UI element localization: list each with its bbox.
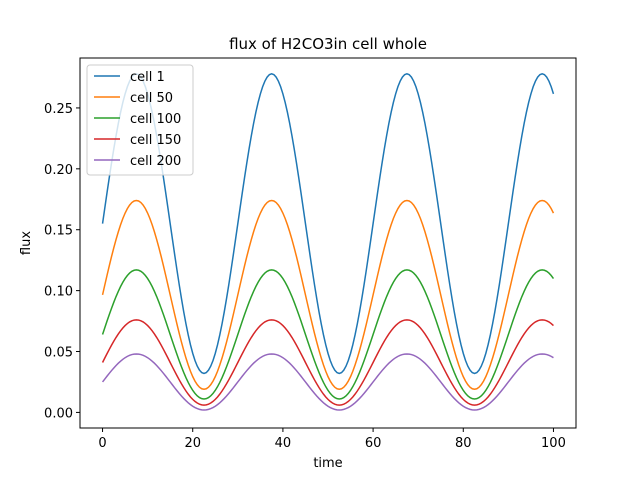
y-tick-label: 0.05 [44, 346, 73, 361]
series-line-1 [101, 73, 555, 375]
legend-label-4: cell 150 [130, 133, 181, 148]
y-tick-label: 0.25 [44, 102, 73, 117]
series-line-3 [101, 269, 555, 400]
x-tick-label: 0 [98, 436, 106, 451]
x-axis: 0 20 40 60 80 100 [98, 428, 566, 451]
legend-box [86, 64, 194, 176]
x-tick-label: 80 [455, 436, 472, 451]
x-axis-title: time [313, 456, 342, 471]
legend-label-2: cell 50 [130, 91, 173, 106]
y-tick-label: 0.10 [44, 285, 73, 300]
y-tick-label: 0.15 [44, 224, 73, 239]
series-line-4 [101, 319, 554, 406]
series-layer [101, 73, 555, 411]
chart-title: flux of H2CO3in cell whole [229, 35, 427, 53]
legend-label-1: cell 1 [130, 70, 165, 85]
y-axis-title: flux [19, 231, 34, 255]
series-line-2 [101, 199, 555, 391]
x-tick-label: 20 [184, 436, 201, 451]
legend-label-3: cell 100 [130, 112, 181, 127]
y-tick-label: 0.20 [44, 163, 73, 178]
x-tick-label: 100 [541, 436, 566, 451]
plot-frame [79, 57, 577, 429]
series-line-5 [101, 353, 554, 411]
y-tick-label: 0.00 [44, 406, 73, 421]
x-tick-label: 40 [275, 436, 292, 451]
legend-label-5: cell 200 [130, 154, 181, 169]
legend: cell 1 cell 50 cell 100 cell 150 cell 200 [86, 64, 194, 176]
x-tick-label: 60 [365, 436, 382, 451]
y-axis: 0.00 0.05 0.10 0.15 0.20 0.25 [44, 102, 80, 421]
